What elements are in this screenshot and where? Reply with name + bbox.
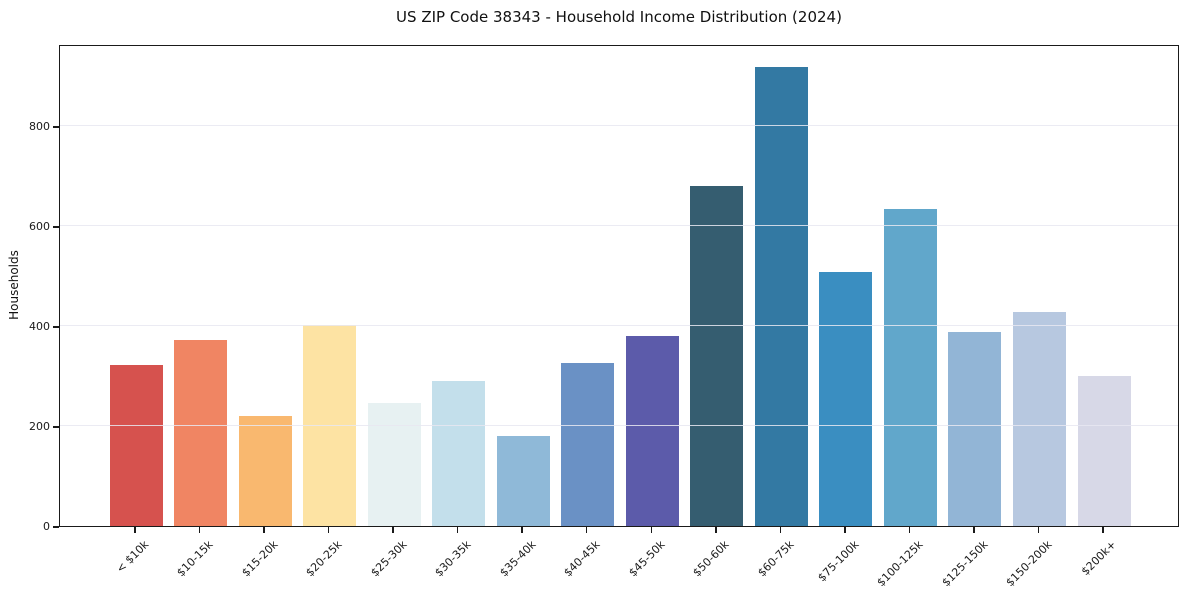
- bar-$200k+: [1077, 376, 1131, 526]
- bar-$30-35k: [432, 381, 486, 526]
- bar-$75-100k: [819, 272, 873, 526]
- xtick-label-text: $75-100k: [814, 538, 862, 585]
- xtick-mark-$100-125k: [908, 527, 911, 533]
- xtick-label-text: $50-60k: [690, 538, 732, 580]
- ytick-mark-200: [53, 426, 59, 428]
- y-axis-label: Households: [7, 250, 21, 320]
- xtick-mark-$35-40k: [521, 527, 523, 533]
- xtick-mark-$15-20k: [263, 527, 265, 533]
- xtick-mark-$30-35k: [456, 527, 459, 533]
- bar-$10-15k: [174, 340, 228, 526]
- xtick-mark-$125-150k: [973, 527, 975, 533]
- xtick-mark-$75-100k: [844, 527, 846, 533]
- bar-$60-75k: [754, 67, 808, 526]
- ytick-mark-0: [53, 526, 59, 528]
- plot-area: [59, 45, 1179, 527]
- xtick-mark-$40-45k: [585, 527, 588, 533]
- bar-$50-60k: [690, 186, 744, 526]
- xtick-mark-$50-60k: [715, 527, 717, 533]
- bar-$40-45k: [561, 363, 615, 526]
- xtick-label-text: $20-25k: [303, 538, 345, 580]
- xtick-label-text: $30-35k: [432, 538, 474, 580]
- ytick-label-800: 800: [29, 120, 50, 133]
- chart-title: US ZIP Code 38343 - Household Income Dis…: [396, 8, 842, 26]
- xtick-label-text: $100-125k: [874, 538, 926, 590]
- xtick-mark-$150-200k: [1037, 527, 1040, 533]
- xtick-mark-$200k+: [1102, 527, 1104, 533]
- xtick-label-text: $10-15k: [174, 538, 216, 580]
- bar-$25-30k: [367, 403, 421, 526]
- bar-$15-20k: [238, 416, 292, 526]
- bar-$150-200k: [1012, 312, 1066, 526]
- xtick-mark-$60-75k: [779, 527, 782, 533]
- xtick-label-text: $60-75k: [755, 538, 797, 580]
- xtick-label-text: $150-200k: [1003, 538, 1055, 590]
- ytick-label-400: 400: [29, 320, 50, 333]
- gridline-200: [60, 425, 1178, 426]
- xtick-label-text: < $10k: [113, 538, 152, 576]
- xtick-label-text: $25-30k: [368, 538, 410, 580]
- bar-$45-50k: [625, 336, 679, 526]
- xtick-mark-< $10k: [134, 527, 136, 533]
- xtick-label-text: $35-40k: [497, 538, 539, 580]
- bar-$35-40k: [496, 436, 550, 526]
- gridline-600: [60, 225, 1178, 226]
- xtick-label-text: $200k+: [1079, 538, 1120, 579]
- xtick-mark-$45-50k: [650, 527, 653, 533]
- ytick-mark-400: [53, 326, 59, 328]
- ytick-label-200: 200: [29, 420, 50, 433]
- gridline-800: [60, 125, 1178, 126]
- xtick-mark-$25-30k: [392, 527, 394, 533]
- xtick-label-text: $45-50k: [626, 538, 668, 580]
- xtick-mark-$10-15k: [198, 527, 201, 533]
- ytick-mark-600: [53, 226, 59, 228]
- xtick-label-text: $40-45k: [561, 538, 603, 580]
- xtick-label-text: $15-20k: [238, 538, 281, 580]
- ytick-mark-800: [53, 126, 59, 128]
- bar-$125-150k: [948, 331, 1002, 526]
- bar-< $10k: [109, 365, 163, 526]
- bar-$100-125k: [883, 209, 937, 526]
- ytick-label-600: 600: [29, 220, 50, 233]
- gridline-400: [60, 325, 1178, 326]
- xtick-label-text: $125-150k: [938, 538, 991, 590]
- xtick-mark-$20-25k: [327, 527, 330, 533]
- ytick-label-0: 0: [43, 520, 50, 533]
